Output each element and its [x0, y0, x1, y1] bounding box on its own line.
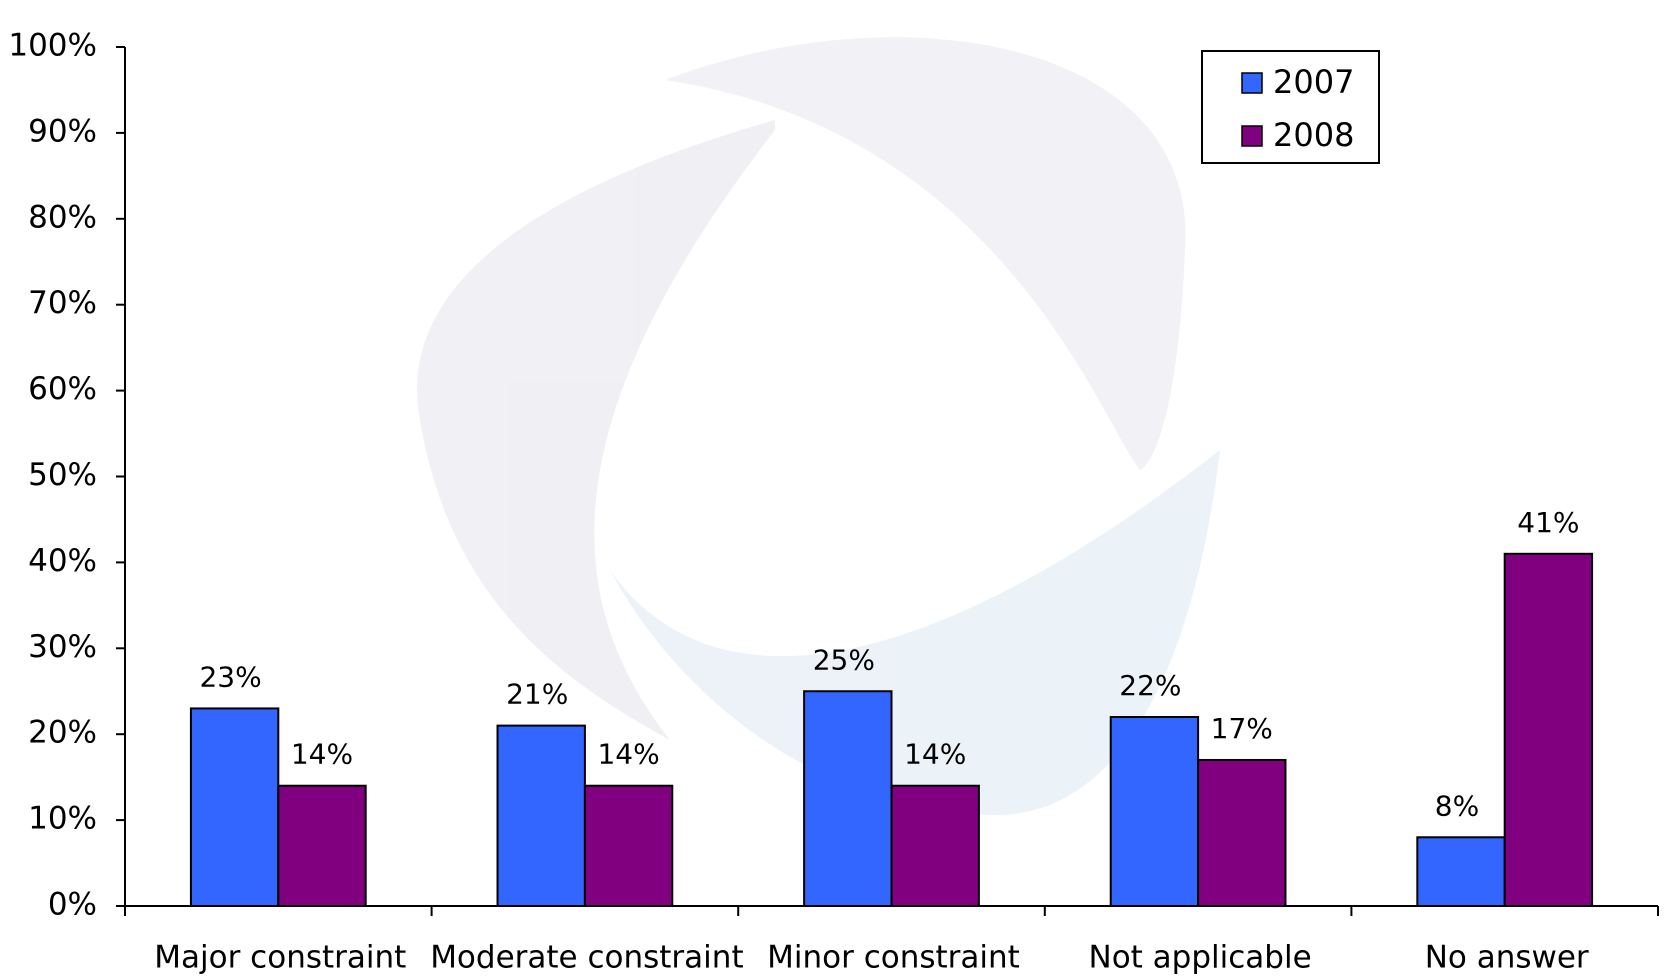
watermark — [417, 37, 1220, 816]
y-tick-label: 20% — [28, 715, 97, 751]
value-label: 8% — [1435, 789, 1479, 822]
value-label: 21% — [506, 678, 568, 711]
legend — [1201, 50, 1380, 164]
y-tick-label: 50% — [28, 457, 97, 493]
y-tick-label: 40% — [28, 543, 97, 579]
x-tick-label: Not applicable — [1089, 940, 1312, 976]
value-label: 23% — [199, 660, 261, 693]
y-tick-label: 70% — [28, 285, 97, 321]
value-label: 17% — [1211, 712, 1273, 745]
y-tick-label: 90% — [28, 113, 97, 149]
y-tick-label: 100% — [8, 28, 97, 64]
value-label: 25% — [813, 643, 875, 676]
legend-swatch — [1241, 125, 1263, 147]
y-tick-label: 0% — [48, 887, 97, 923]
bar — [1109, 716, 1200, 908]
value-label: 14% — [597, 738, 659, 771]
y-tick-label: 10% — [28, 801, 97, 837]
legend-swatch — [1241, 72, 1263, 94]
legend-label: 2008 — [1273, 116, 1354, 154]
value-label: 41% — [1517, 506, 1579, 539]
bar — [277, 784, 367, 907]
bar — [496, 724, 586, 907]
x-tick-label: No answer — [1425, 940, 1589, 976]
bar — [1503, 552, 1594, 907]
y-tick-label: 30% — [28, 629, 97, 665]
bar — [1416, 836, 1506, 908]
value-label: 14% — [291, 738, 353, 771]
y-tick-label: 80% — [28, 199, 97, 235]
x-tick-label: Moderate constraint — [430, 940, 743, 976]
value-label: 22% — [1119, 669, 1181, 702]
bar — [189, 707, 280, 907]
bar — [890, 784, 980, 907]
bar — [1197, 758, 1287, 907]
x-tick-label: Minor constraint — [767, 940, 1020, 976]
y-tick-label: 60% — [28, 371, 97, 407]
legend-label: 2007 — [1273, 63, 1354, 101]
bar — [583, 784, 674, 907]
bar — [803, 690, 893, 907]
x-tick-label: Major constraint — [154, 940, 406, 976]
value-label: 14% — [904, 738, 966, 771]
